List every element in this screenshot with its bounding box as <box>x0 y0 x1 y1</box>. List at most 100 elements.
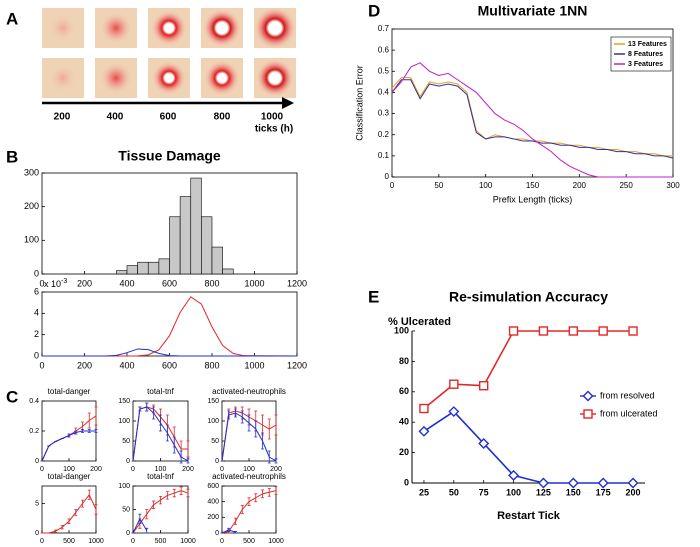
y-tick-label: 0.3 <box>378 109 390 118</box>
x-tick-label: 0 <box>40 538 44 545</box>
series-line <box>423 410 634 484</box>
histogram-bar <box>222 268 234 275</box>
error-bar <box>261 489 264 499</box>
x-tick-label: 150 <box>566 487 581 497</box>
y-tick-label: 400 <box>207 499 219 506</box>
marker <box>508 326 519 336</box>
series-line <box>423 330 634 410</box>
x-tick-label: 100 <box>155 466 167 473</box>
error-bar <box>74 509 78 516</box>
x-tick-label: 100 <box>506 487 521 497</box>
error-bar <box>254 493 258 503</box>
error-bar <box>87 429 91 433</box>
x-tick-label: 0 <box>390 181 395 190</box>
error-bar <box>172 436 176 454</box>
histogram-bar <box>179 196 192 275</box>
error-bar <box>186 458 190 464</box>
error-bar <box>186 488 190 498</box>
x-tick-label: 800 <box>204 278 219 288</box>
chart-title: Multivariate 1NN <box>478 3 588 19</box>
histogram-bar <box>116 270 128 275</box>
x-tick-label: 100 <box>243 466 255 473</box>
chart-title: total-danger <box>48 387 91 396</box>
marker <box>478 381 489 391</box>
y-tick-label: 0 <box>35 530 39 537</box>
histogram-bar <box>158 258 170 275</box>
legend-label: 13 Features <box>628 41 667 48</box>
y-tick-label: 5 <box>35 500 39 507</box>
x-tick-label: 500 <box>63 538 75 545</box>
error-bar <box>54 529 57 533</box>
y-tick-label: 100 <box>394 325 409 335</box>
x-tick-label: 300 <box>666 181 680 190</box>
y-tick-label: 600 <box>207 483 219 490</box>
error-bar <box>261 414 264 436</box>
x-tick-label: 0 <box>39 278 44 288</box>
error-bar <box>94 504 98 515</box>
error-bar <box>274 458 278 464</box>
error-bar <box>247 497 251 506</box>
histogram-bar <box>201 216 213 275</box>
error-bar <box>179 450 183 464</box>
y-multiplier-base: x 10 <box>44 279 61 289</box>
x-axis-label: Prefix Length (ticks) <box>493 194 573 204</box>
error-bar <box>152 406 156 420</box>
x-tick-label: 400 <box>119 360 134 370</box>
x-tick-label: 1000 <box>268 538 284 545</box>
series-line <box>391 77 673 157</box>
x-tick-label: 175 <box>596 487 611 497</box>
series-line <box>391 62 673 178</box>
y-tick-label: 0 <box>404 477 409 487</box>
chart-title: total-danger <box>48 472 91 481</box>
error-bar <box>74 430 78 435</box>
error-bar <box>60 524 64 530</box>
chart-title: activated-neutrophils <box>212 472 286 481</box>
plot-frame <box>132 485 189 534</box>
panel-label: A <box>6 9 18 28</box>
y-tick-label: 2 <box>34 329 39 339</box>
series-line <box>41 348 297 357</box>
error-bar <box>254 420 258 438</box>
y-tick-label: 80 <box>399 356 409 366</box>
x-tick-label: 200 <box>90 466 102 473</box>
histogram-bar <box>169 216 181 275</box>
x-tick-label: 1000 <box>88 538 104 545</box>
x-tick-label: 100 <box>479 181 493 190</box>
plot-frame <box>41 291 298 357</box>
panel-label: D <box>368 1 380 20</box>
x-tick-label: 200 <box>77 278 92 288</box>
x-tick-label: 50 <box>434 181 443 190</box>
x-tick-label: 1000 <box>180 538 196 545</box>
error-bar <box>159 414 162 432</box>
marker <box>538 326 549 336</box>
marker <box>418 425 430 437</box>
error-bar <box>234 517 237 525</box>
histogram-bar <box>147 261 160 275</box>
error-bar <box>274 414 278 436</box>
y-tick-label: 0.5 <box>378 66 390 75</box>
error-bar <box>67 433 71 438</box>
x-tick-label: 100 <box>63 466 75 473</box>
panel-label: B <box>6 147 18 166</box>
error-bar <box>94 406 98 426</box>
error-bar <box>145 527 149 534</box>
y-tick-label: 100 <box>24 235 39 245</box>
x-tick-label: 50 <box>449 487 459 497</box>
error-bar <box>172 488 176 498</box>
y-tick-label: 0 <box>34 268 39 278</box>
y-tick-label: 0.2 <box>29 428 39 435</box>
timeline-tick-label: 800 <box>214 112 231 123</box>
histogram-bar <box>137 261 149 275</box>
histogram-bar <box>126 265 138 275</box>
series-line <box>42 493 97 534</box>
error-bar <box>186 440 190 458</box>
timeline-tick-label: 200 <box>54 112 71 123</box>
x-tick-label: 800 <box>204 360 219 370</box>
legend-marker <box>583 409 593 419</box>
timeline-tick-label: 600 <box>160 112 177 123</box>
marker <box>597 477 609 489</box>
error-bar <box>145 509 149 520</box>
x-tick-label: 1000 <box>244 278 264 288</box>
chart-title: total-tnf <box>147 472 174 481</box>
error-bar <box>274 486 278 496</box>
